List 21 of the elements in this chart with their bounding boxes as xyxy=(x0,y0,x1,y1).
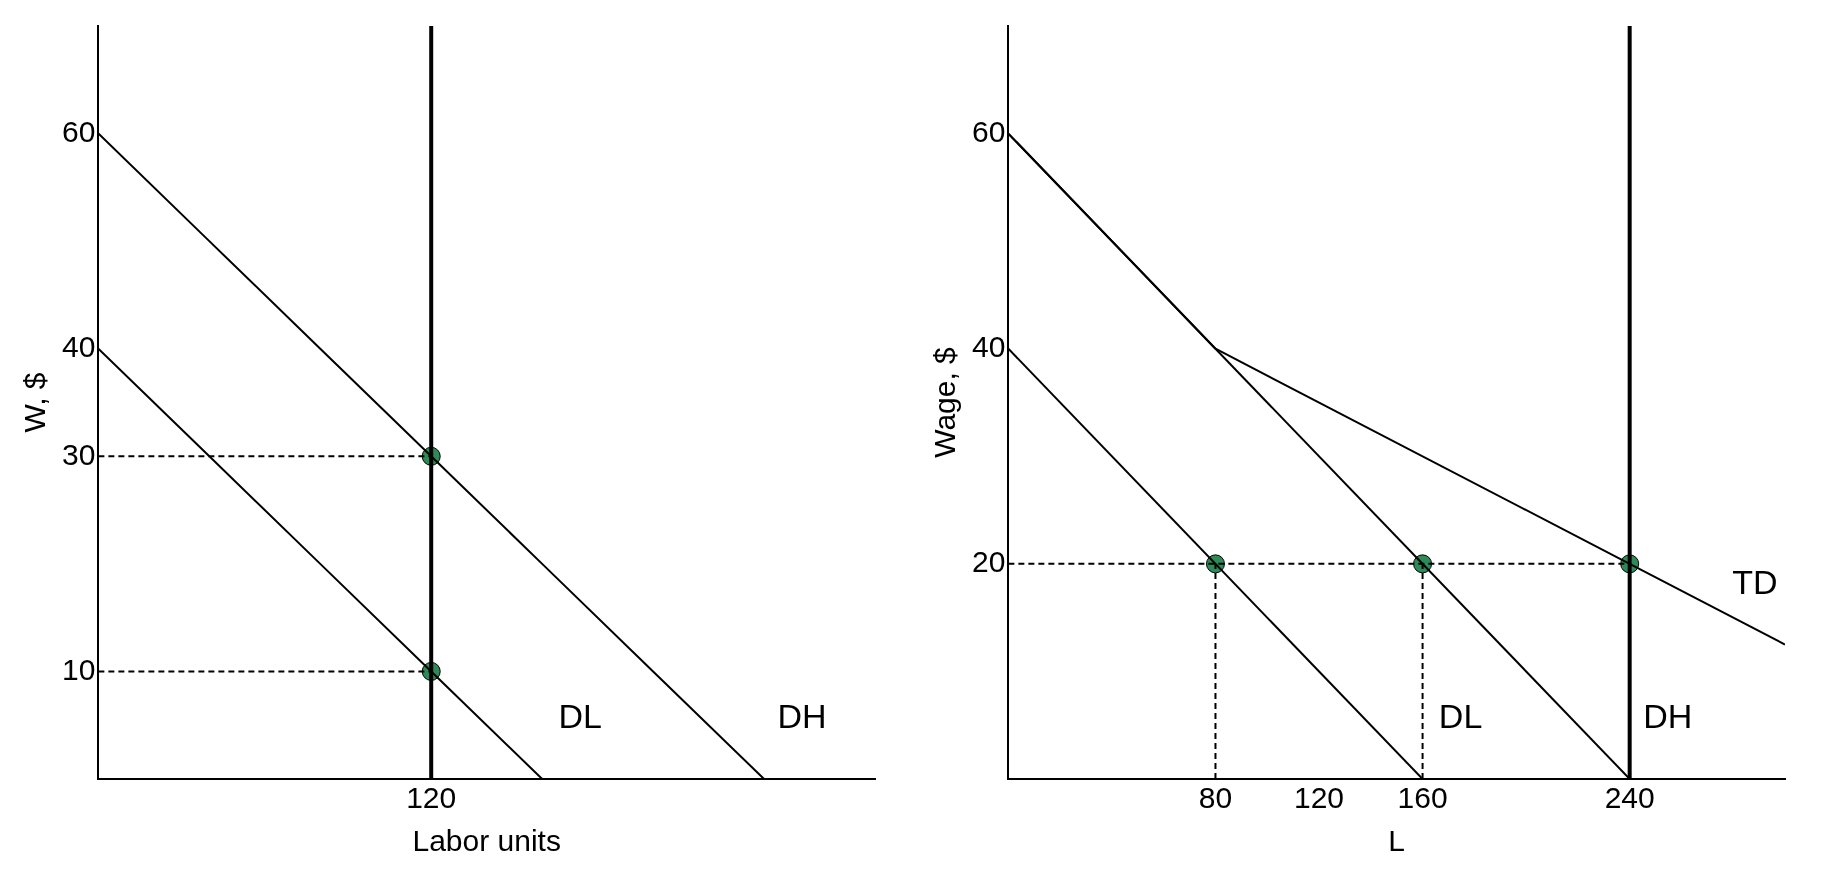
y-tick-label: 10 xyxy=(61,652,96,686)
x-tick-label: 120 xyxy=(1293,781,1345,815)
y-axis-title: Wage, $ xyxy=(928,346,962,458)
y-tick-label: 60 xyxy=(971,114,1006,148)
series-label: DL xyxy=(558,697,602,736)
x-axis-title: L xyxy=(1388,824,1406,858)
series-label: DL xyxy=(1438,697,1483,736)
x-axis-title: Labor units xyxy=(412,824,561,858)
series-label: DH xyxy=(777,697,827,736)
x-tick-label: 80 xyxy=(1198,781,1233,815)
x-tick-label: 160 xyxy=(1397,781,1448,815)
y-tick-label: 40 xyxy=(61,329,96,363)
y-tick-label: 40 xyxy=(971,329,1006,363)
y-tick-label: 20 xyxy=(971,545,1006,579)
y-axis-title: W, $ xyxy=(18,372,52,433)
x-tick-label: 240 xyxy=(1604,781,1655,815)
series-label: DH xyxy=(1643,697,1693,736)
y-tick-label: 30 xyxy=(61,437,96,471)
series-label: TD xyxy=(1732,562,1778,601)
y-tick-label: 60 xyxy=(61,114,96,148)
x-tick-label: 120 xyxy=(406,781,457,815)
